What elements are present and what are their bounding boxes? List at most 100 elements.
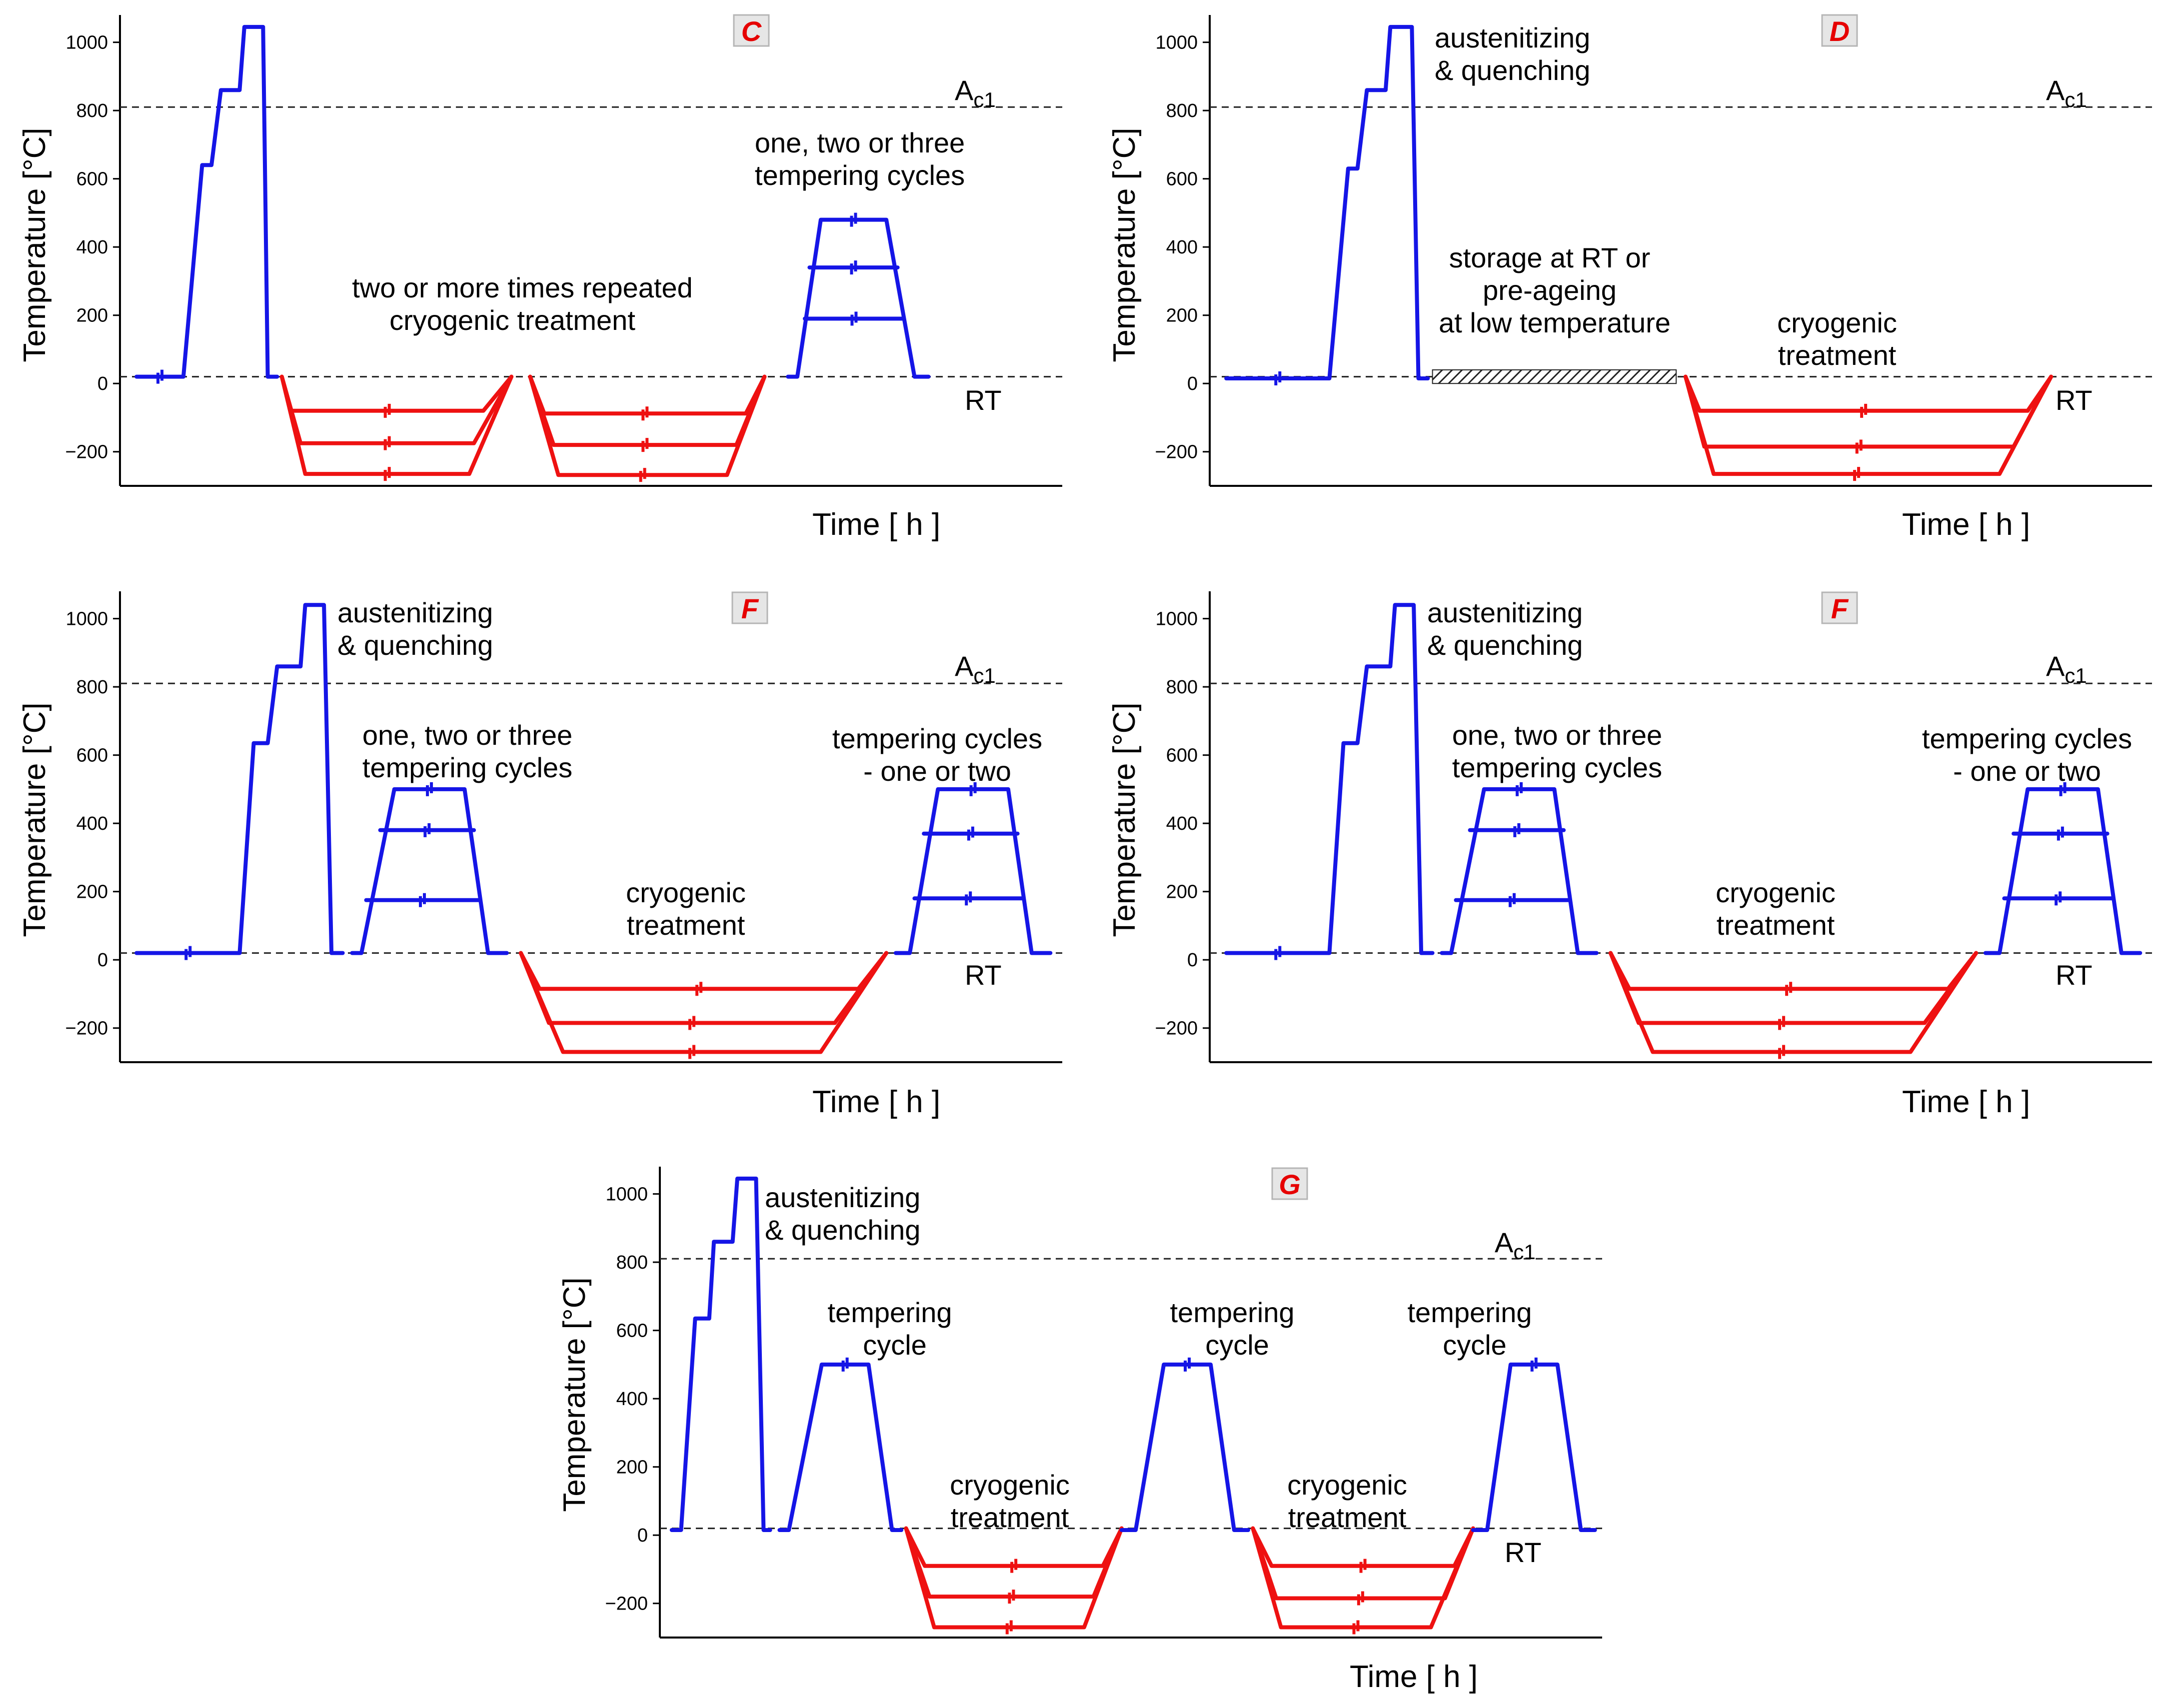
- panel-F-right-series-line: [1224, 603, 1435, 955]
- panel-C-break-marker: [383, 467, 391, 481]
- panel-F-left-annotation: tempering cycles: [832, 723, 1042, 754]
- panel-F-left-break-marker: [423, 823, 431, 837]
- panel-C-y-tick-label: 600: [76, 169, 108, 190]
- panel-F-left-annotation: - one or two: [863, 755, 1011, 787]
- panel-C-series-line: [279, 374, 514, 476]
- panel-G-y-tick-label: −200: [605, 1594, 648, 1615]
- panel-D-break-marker: [1855, 439, 1863, 454]
- svg-text:G: G: [1279, 1169, 1301, 1200]
- panel-F-left-ac1-label: Ac1: [955, 650, 996, 687]
- panel-D-axes: −200 0 200 400 600 800 1000: [1155, 15, 2152, 487]
- panel-F-left: −200 0 200 400 600 800 1000 Temperature [°C] T…: [17, 591, 1062, 1119]
- panel-F-left-break-marker: [695, 982, 703, 996]
- panel-D-y-tick-label: 400: [1166, 237, 1198, 258]
- panel-F-right-break-marker: [1785, 982, 1793, 996]
- panel-C-annotation: two or more times repeated: [352, 272, 693, 303]
- panel-C-break-marker: [641, 438, 649, 452]
- panel-G-series-line: [904, 1526, 1124, 1568]
- panel-F-right-y-tick-label: 600: [1166, 745, 1198, 766]
- panel-G-annotation: & quenching: [765, 1214, 920, 1246]
- svg-text:F: F: [1831, 593, 1849, 624]
- panel-F-right-series-line: [1440, 787, 1599, 955]
- panel-F-left-break-marker: [688, 1045, 696, 1059]
- panel-F-right-y-tick-label: 1000: [1155, 609, 1198, 630]
- panel-D-annotation: storage at RT or: [1449, 242, 1651, 273]
- panel-G-break-marker: [1357, 1591, 1364, 1606]
- panel-G-axes: −200 0 200 400 600 800 1000: [605, 1167, 1602, 1639]
- panel-C: −200 0 200 400 600 800 1000 Temperature [°C] T…: [17, 14, 1062, 542]
- panel-G-break-marker: [1008, 1590, 1015, 1604]
- panel-F-left-y-tick-label: 800: [76, 677, 108, 698]
- panel-F-left-break-marker: [426, 782, 433, 796]
- panel-C-axes: −200 0 200 400 600 800 1000: [65, 15, 1062, 487]
- panel-F-left-y-tick-label: 600: [76, 745, 108, 766]
- panel-G-rt-label: RT: [1505, 1537, 1542, 1568]
- panel-C-y-tick-label: 800: [76, 100, 108, 121]
- panel-D-break-marker: [1860, 403, 1868, 418]
- panel-F-right-break-marker: [1778, 1045, 1786, 1059]
- panel-C-y-tick-label: 200: [76, 305, 108, 326]
- panel-G-annotation: tempering: [1170, 1297, 1294, 1328]
- panel-F-right-y-tick-label: 0: [1187, 950, 1198, 971]
- panel-D-storage-hatched-region: [1432, 369, 1677, 384]
- panel-F-right-annotation: cryogenic: [1716, 877, 1836, 908]
- panel-G-annotation: tempering: [1407, 1297, 1532, 1328]
- panel-G-annotation: austenitizing: [765, 1182, 920, 1213]
- panel-F-left-annotation: tempering cycles: [362, 752, 572, 783]
- panel-F-right-annotation: treatment: [1717, 909, 1835, 941]
- panel-G-y-tick-label: 800: [616, 1252, 648, 1273]
- panel-F-right-annotation: tempering cycles: [1922, 723, 2132, 754]
- panel-D-y-tick-label: 600: [1166, 169, 1198, 190]
- panel-D-ac1-label: Ac1: [2046, 74, 2087, 111]
- panel-C-break-marker: [641, 406, 649, 421]
- panel-G-annotation: treatment: [951, 1502, 1069, 1533]
- panel-G-series-line: [1471, 1362, 1597, 1532]
- panel-F-right-ac1-label: Ac1: [2046, 650, 2087, 687]
- panel-D-break-marker: [1853, 467, 1861, 481]
- panel-G-series-line: [1119, 1362, 1250, 1532]
- panel-G-y-tick-label: 400: [616, 1389, 648, 1410]
- panel-F-right: −200 0 200 400 600 800 1000 Temperature [°C] T…: [1107, 591, 2152, 1119]
- panel-F-right-annotation: austenitizing: [1427, 597, 1583, 628]
- panel-G-annotation: cycle: [1443, 1329, 1507, 1361]
- panel-F-right-break-marker: [2057, 826, 2064, 841]
- panel-F-left-annotation: one, two or three: [362, 719, 572, 751]
- panel-F-right-y-tick-label: 400: [1166, 813, 1198, 834]
- panel-D-annotation: treatment: [1778, 339, 1897, 371]
- panel-C-annotation: one, two or three: [755, 127, 965, 158]
- panel-D-y-tick-label: −200: [1155, 442, 1198, 463]
- panel-G-annotation: cryogenic: [1287, 1469, 1407, 1501]
- panel-F-right-y-tick-label: 800: [1166, 677, 1198, 698]
- panel-G-x-axis-title: Time [ h ]: [1350, 1660, 1478, 1694]
- panel-C-series-line: [528, 374, 767, 477]
- panel-G-y-tick-label: 600: [616, 1321, 648, 1342]
- panel-F-left-series-line: [518, 951, 889, 1054]
- panel-F-left-break-marker: [419, 893, 426, 907]
- panel-C-annotation: tempering cycles: [755, 159, 965, 191]
- svg-text:C: C: [741, 15, 762, 47]
- panel-G-series-line: [904, 1526, 1124, 1630]
- panel-F-left-series-line: [893, 787, 1053, 955]
- panel-F-right-rt-label: RT: [2056, 959, 2093, 991]
- panel-D-annotation: austenitizing: [1435, 22, 1590, 53]
- panel-D-rt-label: RT: [2056, 384, 2093, 416]
- panel-F-right-break-marker: [2059, 782, 2067, 796]
- panel-F-left-series-line: [518, 951, 889, 991]
- panel-F-right-break-marker: [1516, 782, 1523, 796]
- panel-D-annotation: at low temperature: [1439, 307, 1671, 338]
- panel-C-annotation: cryogenic treatment: [389, 304, 635, 336]
- panel-F-left-series-line: [134, 603, 345, 955]
- panel-D-y-tick-label: 800: [1166, 100, 1198, 121]
- panel-G-break-marker: [1010, 1559, 1018, 1573]
- panel-F-left-annotation: cryogenic: [626, 877, 746, 908]
- panel-C-y-tick-label: 400: [76, 237, 108, 258]
- panel-F-left-break-marker: [965, 891, 972, 906]
- panel-F-left-break-marker: [969, 782, 977, 796]
- panel-G-series-line: [1251, 1526, 1475, 1568]
- panel-C-y-tick-label: 1000: [65, 32, 108, 53]
- panel-C-y-tick-label: 0: [97, 373, 108, 394]
- panel-G-break-marker: [1005, 1620, 1013, 1635]
- panel-G-y-axis-title: Temperature [°C]: [557, 1277, 592, 1512]
- panel-G-series-line: [904, 1526, 1124, 1599]
- panel-F-left-y-axis-title: Temperature [°C]: [17, 702, 52, 937]
